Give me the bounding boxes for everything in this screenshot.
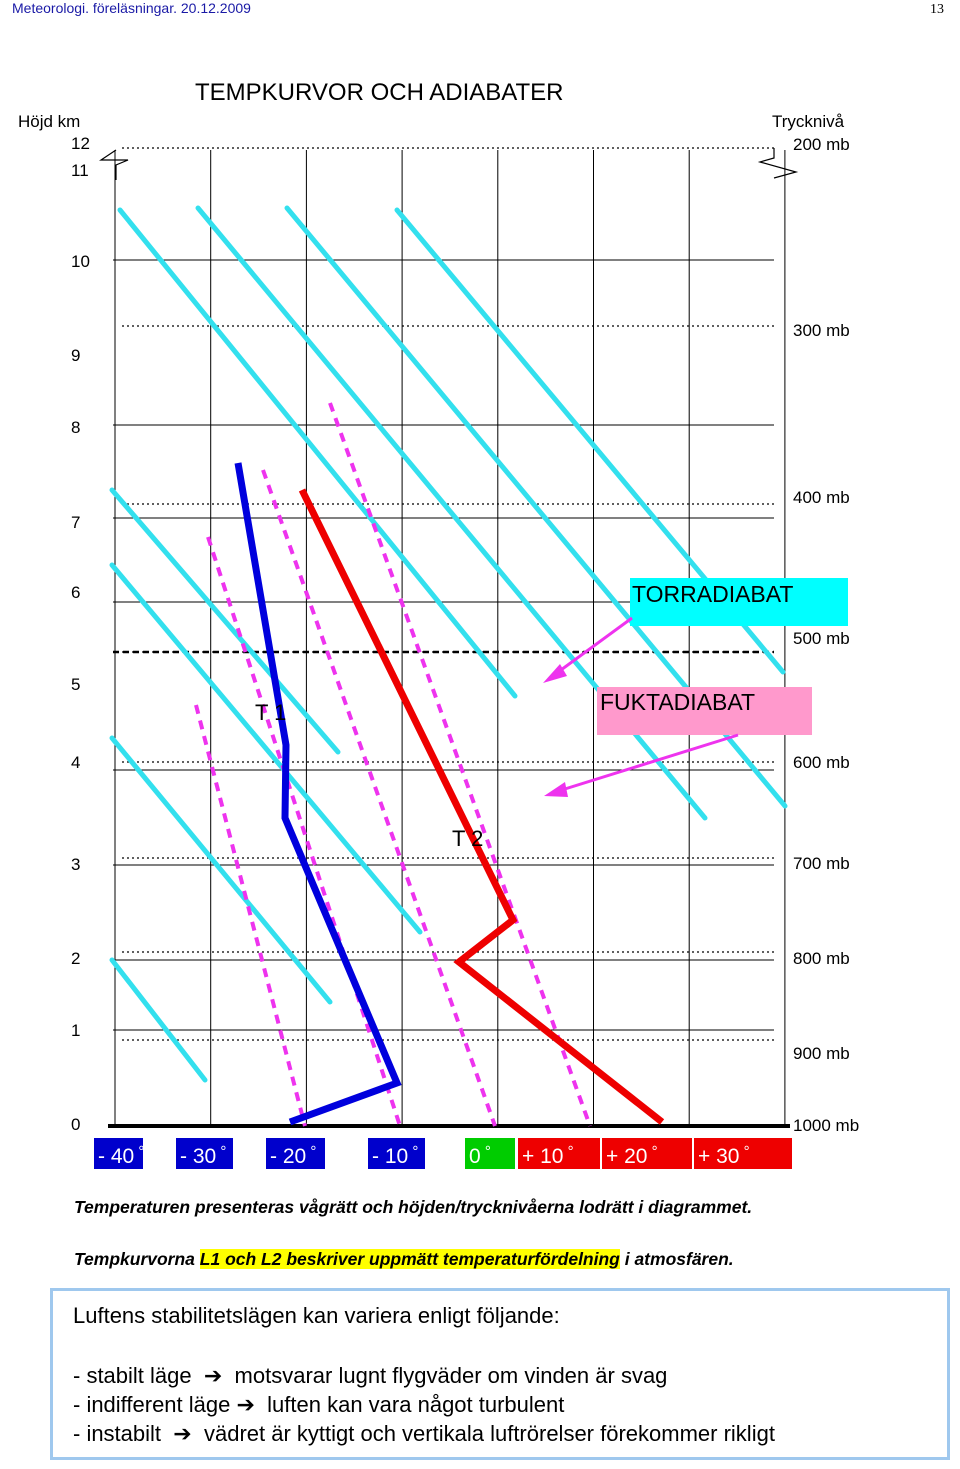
height-label: 1 bbox=[71, 1021, 80, 1040]
height-label: 9 bbox=[71, 346, 80, 365]
caption-line-1: Temperaturen presenteras vågrätt och höj… bbox=[74, 1197, 753, 1217]
page-number: 13 bbox=[930, 2, 944, 17]
temperature-label-chip bbox=[694, 1138, 792, 1169]
pressure-label: 900 mb bbox=[793, 1044, 850, 1063]
height-label: 4 bbox=[71, 753, 80, 772]
temperature-label-chip bbox=[602, 1138, 692, 1169]
degree-symbol: ° bbox=[481, 1143, 491, 1160]
arrow-head-icon bbox=[543, 664, 567, 683]
moist-adiabat bbox=[194, 704, 307, 1127]
degree-symbol: ° bbox=[216, 1143, 226, 1160]
temperature-label-chip bbox=[518, 1138, 600, 1169]
torradiabat-label: TORRADIABAT bbox=[632, 581, 793, 607]
pressure-label: 400 mb bbox=[793, 488, 850, 507]
callout-arrow-line bbox=[551, 733, 739, 795]
header-title: Meteorologi. föreläsningar. 20.12.2009 bbox=[12, 0, 251, 16]
pressure-label: 800 mb bbox=[793, 949, 850, 968]
stability-state: - stabilt läge bbox=[73, 1363, 192, 1388]
height-label: 0 bbox=[71, 1115, 80, 1134]
torradiabat-box bbox=[630, 578, 848, 626]
stability-state: - indifferent läge bbox=[73, 1392, 231, 1417]
curve-label-t1: T 1 bbox=[255, 700, 286, 725]
stability-state: - instabilt bbox=[73, 1421, 162, 1446]
right-arrow-icon: ➔ bbox=[167, 1421, 198, 1446]
height-label: 5 bbox=[71, 675, 80, 694]
diagram-title: TEMPKURVOR OCH ADIABATER bbox=[195, 79, 564, 106]
moist-adiabat bbox=[328, 402, 592, 1127]
stability-item: - indifferent läge ➔ luften kan vara någ… bbox=[73, 1392, 564, 1418]
height-label: 3 bbox=[71, 855, 80, 874]
stability-meaning: motsvarar lugnt flygväder om vinden är s… bbox=[234, 1363, 668, 1388]
pressure-axis-label: Trycknivå bbox=[772, 112, 845, 131]
stability-intro: Luftens stabilitetslägen kan variera enl… bbox=[73, 1303, 560, 1328]
caption-line-2-post: i atmosfären. bbox=[619, 1249, 734, 1269]
pressure-label: 200 mb bbox=[793, 135, 850, 154]
stability-item: - stabilt läge ➔ motsvarar lugnt flygväd… bbox=[73, 1363, 667, 1389]
dry-adiabat bbox=[109, 487, 341, 755]
curve-t1 bbox=[234, 462, 402, 1126]
degree-symbol: ° bbox=[134, 1143, 144, 1160]
fuktadiabat-box bbox=[597, 687, 812, 735]
pressure-label: 1000 mb bbox=[793, 1116, 859, 1135]
dry-adiabat bbox=[117, 207, 518, 699]
stability-item: - instabilt ➔ vädret är kyttigt och vert… bbox=[73, 1421, 775, 1447]
pressure-label: 500 mb bbox=[793, 629, 850, 648]
degree-symbol: ° bbox=[563, 1143, 573, 1160]
height-label: 2 bbox=[71, 949, 80, 968]
dry-adiabat bbox=[109, 735, 333, 1005]
right-arrow-icon: ➔ bbox=[236, 1392, 262, 1417]
fuktadiabat-label: FUKTADIABAT bbox=[600, 689, 755, 715]
curve-t2 bbox=[298, 488, 665, 1125]
temperature-label-chip bbox=[94, 1138, 143, 1169]
height-label: 10 bbox=[71, 252, 90, 271]
degree-symbol: ° bbox=[647, 1143, 657, 1160]
curve-label-t2: T 2 bbox=[452, 826, 483, 851]
height-label: 11 bbox=[71, 161, 89, 180]
height-label: 7 bbox=[71, 513, 80, 532]
pressure-label: 600 mb bbox=[793, 753, 850, 772]
pressure-label: 700 mb bbox=[793, 854, 850, 873]
degree-symbol: ° bbox=[739, 1143, 749, 1160]
height-label: 8 bbox=[71, 418, 80, 437]
dry-adiabat bbox=[109, 957, 208, 1083]
caption-line-2-pre: Tempkurvorna bbox=[74, 1249, 200, 1269]
degree-symbol: ° bbox=[306, 1143, 316, 1160]
temperature-label-chip bbox=[266, 1138, 325, 1169]
y-axis-label: Höjd km bbox=[18, 112, 80, 131]
height-label: 6 bbox=[71, 583, 80, 602]
pressure-label: 300 mb bbox=[793, 321, 850, 340]
temperature-label-chip bbox=[176, 1138, 233, 1169]
right-arrow-icon: ➔ bbox=[197, 1363, 229, 1388]
dry-adiabat bbox=[109, 562, 423, 935]
degree-symbol: ° bbox=[408, 1143, 418, 1160]
temperature-label: - 40 ° bbox=[98, 1143, 144, 1168]
tempkurvor-diagram: TEMPKURVOR OCH ADIABATER Höjd km Trycknivå… bbox=[18, 79, 859, 1169]
caption-highlight: L1 och L2 beskriver uppmätt temperaturfö… bbox=[199, 1249, 620, 1269]
arrow-head-icon bbox=[544, 782, 568, 797]
stability-meaning: vädret är kyttigt och vertikala luftröre… bbox=[203, 1421, 775, 1446]
temperature-label-chip bbox=[368, 1138, 425, 1169]
moist-adiabat bbox=[261, 469, 497, 1127]
temperature-label-chip bbox=[465, 1138, 515, 1169]
stability-meaning: luften kan vara något turbulent bbox=[267, 1392, 565, 1417]
stability-box: Luftens stabilitetslägen kan variera enl… bbox=[50, 1288, 950, 1460]
callout-arrow-line bbox=[549, 616, 633, 680]
moist-adiabat bbox=[206, 536, 402, 1127]
height-label: 12 bbox=[71, 134, 90, 153]
axis-break-right bbox=[757, 148, 799, 179]
axis-break-left bbox=[99, 149, 129, 180]
